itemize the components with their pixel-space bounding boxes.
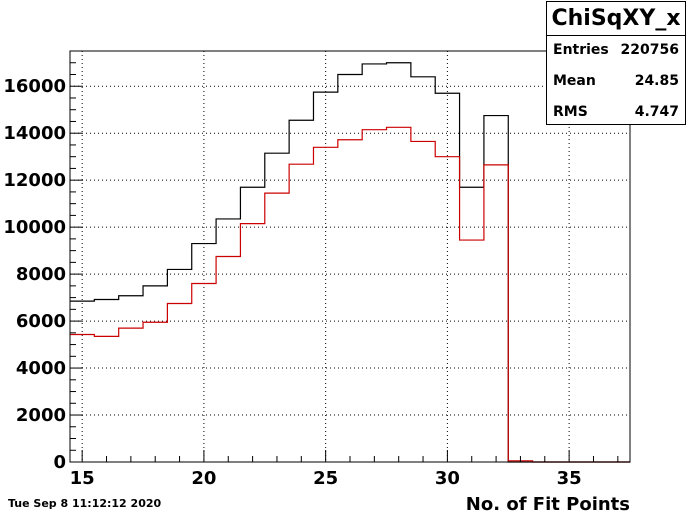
y-tick-label: 0 (53, 452, 66, 473)
x-axis-label: No. of Fit Points (466, 494, 630, 514)
x-tick-label: 25 (313, 468, 338, 489)
stats-value: 220756 (620, 42, 679, 58)
stats-value: 4.747 (634, 104, 679, 120)
stats-label: Mean (553, 73, 596, 89)
y-tick-label: 10000 (3, 217, 66, 238)
stats-title: ChiSqXY_x (547, 2, 685, 36)
x-tick-label: 35 (557, 468, 582, 489)
y-tick-label: 16000 (3, 76, 66, 97)
y-tick-label: 8000 (16, 264, 66, 285)
y-tick-label: 6000 (16, 311, 66, 332)
histogram-series-1 (70, 62, 630, 463)
histogram-series-2 (70, 126, 630, 463)
histogram-series (70, 62, 630, 463)
y-tick-label: 12000 (3, 170, 66, 191)
grid-lines (70, 51, 630, 462)
x-tick-label: 30 (435, 468, 460, 489)
y-tick-label: 14000 (3, 123, 66, 144)
y-tick-label: 4000 (16, 358, 66, 379)
y-axis-ticks: 0 2000 4000 6000 8000 10000 12000 14000 16000 (3, 50, 82, 473)
x-tick-label: 15 (70, 468, 95, 489)
stats-label: Entries (553, 42, 609, 58)
y-tick-label: 2000 (16, 405, 66, 426)
stats-value: 24.85 (634, 73, 679, 89)
timestamp: Tue Sep 8 11:12:12 2020 (8, 497, 162, 510)
stats-box: ChiSqXY_x Entries 220756 Mean 24.85 RMS … (546, 1, 686, 125)
stats-label: RMS (553, 104, 588, 120)
x-tick-label: 20 (191, 468, 216, 489)
x-axis-ticks: 15 20 25 30 35 (70, 450, 619, 489)
